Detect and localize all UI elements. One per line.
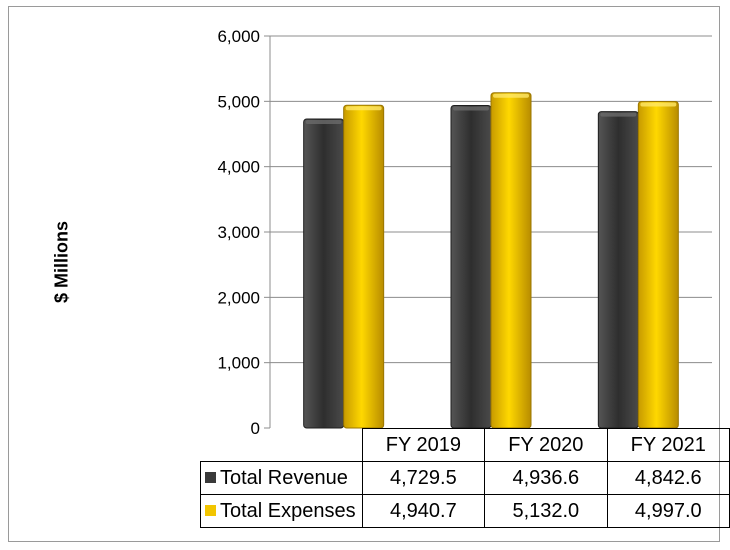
data-label: 4,729.5 [361, 461, 486, 495]
data-table-row-revenue: Total Revenue 4,729.5 4,936.6 4,842.6 [200, 461, 730, 495]
bar-revenue [303, 118, 345, 429]
bar-expenses [490, 92, 532, 429]
bar-highlight [640, 102, 677, 107]
y-tick-label: 2,000 [217, 288, 260, 307]
data-label: 4,997.0 [606, 494, 730, 528]
legend-entry-expenses: Total Expenses [200, 494, 363, 528]
data-label: 4,936.6 [484, 461, 608, 495]
data-table-row-expenses: Total Expenses 4,940.7 5,132.0 4,997.0 [200, 494, 730, 528]
legend-key-expenses [205, 504, 216, 516]
legend-key-revenue [205, 471, 216, 483]
legend-label: Total Revenue [220, 466, 348, 489]
bar-expenses [637, 101, 679, 429]
bar-expenses [343, 104, 385, 429]
y-tick-label: 5,000 [217, 92, 260, 111]
legend-entry-revenue: Total Revenue [200, 461, 363, 495]
data-table: FY 2019 FY 2020 FY 2021 Total Revenue 4,… [200, 428, 730, 528]
bar-highlight [453, 106, 489, 111]
data-table-corner [200, 428, 363, 462]
bar-highlight [345, 106, 382, 111]
y-tick-label: 3,000 [217, 223, 260, 242]
data-label: 4,940.7 [361, 494, 486, 528]
data-label: 5,132.0 [484, 494, 608, 528]
y-axis-label: $ Millions [51, 220, 72, 304]
y-tick-label: 1,000 [217, 354, 260, 373]
y-tick-label: 6,000 [217, 27, 260, 46]
category-label: FY 2019 [361, 428, 486, 462]
y-tick-label: 4,000 [217, 158, 260, 177]
bar-revenue [450, 104, 492, 429]
category-label: FY 2020 [484, 428, 608, 462]
data-table-header-row: FY 2019 FY 2020 FY 2021 [200, 428, 730, 462]
bar-highlight [493, 93, 529, 98]
data-label: 4,842.6 [606, 461, 730, 495]
bar-revenue [597, 111, 639, 429]
bar-highlight [305, 120, 342, 125]
bar-highlight [600, 112, 637, 117]
legend-label: Total Expenses [220, 499, 356, 522]
category-label: FY 2021 [606, 428, 730, 462]
